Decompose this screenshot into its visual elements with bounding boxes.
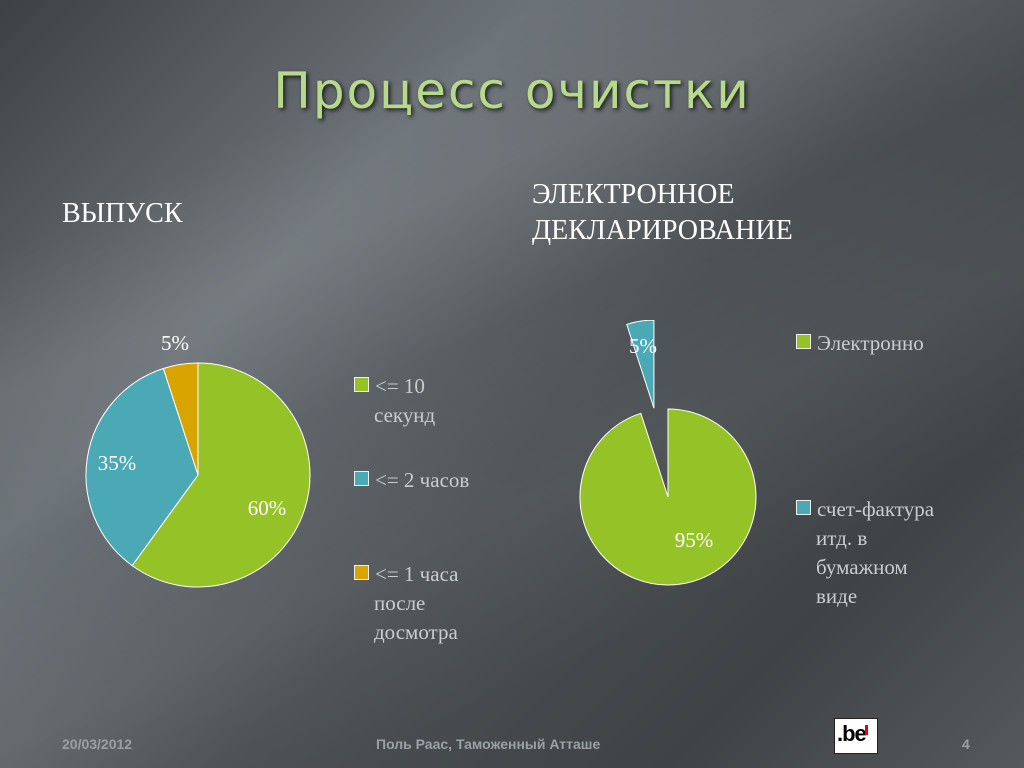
page-title: Процесс очистки (273, 62, 751, 120)
legend1-swatch-2 (354, 565, 369, 580)
legend1-item-2: <= 1 часа после досмотра (354, 560, 458, 647)
legend2-item-0: Электронно (796, 329, 924, 358)
footer-date: 20/03/2012 (62, 736, 133, 752)
legend1-swatch-0 (354, 377, 369, 392)
legend2-swatch-0 (796, 334, 811, 349)
pie2-label-0: 95% (675, 528, 714, 552)
release-time-pie-chart: 60% 35% 5% (85, 331, 311, 588)
pie1-label-1: 35% (98, 451, 137, 475)
right-heading-line2: ДЕКЛАРИРОВАНИЕ (532, 215, 793, 246)
pie1-slice-1 (85, 367, 199, 567)
be-logo: .be (834, 718, 878, 754)
right-heading-line1: ЭЛЕКТРОННОЕ (532, 179, 735, 210)
right-chart-heading: ЭЛЕКТРОННОЕ ДЕКЛАРИРОВАНИЕ (532, 177, 793, 249)
page-number: 4 (962, 736, 970, 752)
pie1-label-0: 60% (248, 496, 287, 520)
legend2-swatch-1 (796, 500, 811, 515)
pie2-slice-1 (626, 320, 655, 409)
legend1-item-1: <= 2 часов (354, 466, 469, 495)
pie1-slice-2 (162, 362, 199, 476)
pie2-label-1: 5% (629, 334, 657, 358)
pie2-slice-0 (579, 408, 757, 586)
left-chart-heading: ВЫПУСК (62, 198, 183, 229)
legend1-item-0: <= 10 секунд (354, 372, 435, 430)
e-declaration-pie-chart: 95% 5% (579, 320, 757, 586)
footer-author: Поль Раас, Таможенный Атташе (376, 736, 601, 752)
pie1-slice-0 (131, 362, 311, 588)
pie1-label-2: 5% (161, 331, 189, 355)
legend2-item-1: счет-фактура итд. в бумажном виде (796, 495, 934, 611)
legend1-swatch-1 (354, 471, 369, 486)
